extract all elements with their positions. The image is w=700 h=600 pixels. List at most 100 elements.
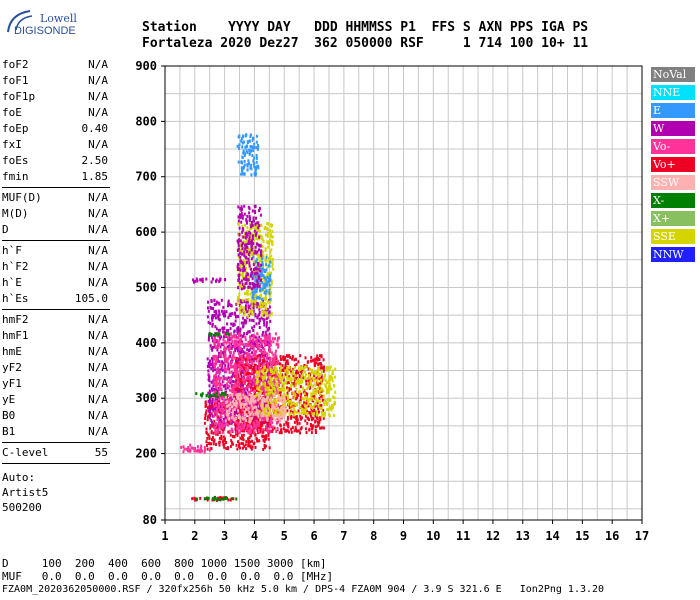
data-point <box>239 446 242 450</box>
data-point <box>248 211 251 215</box>
data-point <box>311 416 314 420</box>
data-point <box>240 137 243 141</box>
data-point <box>258 288 261 292</box>
data-point <box>252 421 255 425</box>
data-point <box>211 348 214 352</box>
data-point <box>244 419 247 422</box>
data-point <box>310 431 313 435</box>
data-point <box>278 388 281 392</box>
data-point <box>247 272 250 276</box>
param-fof1: foF1 N/A <box>2 74 108 88</box>
data-point <box>254 394 257 398</box>
data-point <box>265 259 268 263</box>
data-point <box>254 399 257 403</box>
data-point <box>206 364 209 368</box>
data-point <box>237 286 240 290</box>
data-point <box>249 377 252 381</box>
data-point <box>295 388 298 392</box>
data-point <box>214 325 217 329</box>
data-point <box>255 436 258 440</box>
data-point <box>280 376 283 380</box>
data-point <box>306 421 309 425</box>
data-point <box>286 388 289 392</box>
data-point <box>208 401 211 405</box>
data-point <box>265 404 268 408</box>
data-point <box>210 300 213 303</box>
x-tick-label: 3 <box>221 529 228 543</box>
data-point <box>250 163 253 167</box>
data-point <box>233 363 236 367</box>
data-point <box>235 365 238 369</box>
data-point <box>217 496 220 500</box>
data-point <box>258 364 261 368</box>
data-point <box>243 387 246 391</box>
data-point <box>269 274 272 277</box>
data-point <box>269 370 272 374</box>
param-d: D N/A <box>2 223 108 237</box>
data-point <box>269 367 272 371</box>
data-point <box>254 275 257 279</box>
data-point <box>246 144 249 148</box>
data-point <box>285 359 288 363</box>
data-point <box>250 393 253 397</box>
data-point <box>256 285 259 289</box>
data-point <box>243 418 246 422</box>
data-point <box>236 421 239 425</box>
data-point <box>268 416 271 419</box>
data-point <box>218 338 221 342</box>
data-point <box>308 427 311 431</box>
data-point <box>261 281 264 285</box>
data-point <box>314 428 317 432</box>
data-point <box>218 383 221 387</box>
data-point <box>247 305 250 309</box>
data-point <box>241 247 244 251</box>
data-point <box>260 403 263 407</box>
data-point <box>259 255 262 259</box>
data-point <box>242 151 245 155</box>
data-point <box>277 403 280 407</box>
data-point <box>201 277 204 281</box>
data-point <box>289 379 292 383</box>
data-point <box>320 394 322 398</box>
data-point <box>218 379 221 383</box>
data-point <box>245 408 247 412</box>
data-point <box>309 397 312 401</box>
data-point <box>229 407 232 411</box>
data-point <box>253 425 256 429</box>
data-point <box>252 335 255 339</box>
data-point <box>299 354 302 358</box>
data-point <box>231 391 234 394</box>
data-point <box>291 426 294 430</box>
data-point <box>268 288 271 292</box>
data-point <box>267 222 270 226</box>
x-tick-label: 2 <box>191 529 198 543</box>
data-point <box>265 289 268 293</box>
legend-noval: NoVal <box>651 67 695 82</box>
data-point <box>237 241 240 245</box>
data-point <box>318 358 321 361</box>
data-point <box>279 423 282 427</box>
data-point <box>253 284 256 288</box>
data-point <box>239 377 242 381</box>
data-point <box>234 345 236 349</box>
data-point <box>299 398 302 402</box>
data-point <box>269 398 272 402</box>
data-point <box>261 391 264 395</box>
data-point <box>259 418 262 422</box>
data-point <box>233 372 236 376</box>
data-point <box>259 344 262 348</box>
data-point <box>257 267 260 271</box>
data-point <box>230 336 233 340</box>
data-point <box>312 397 315 401</box>
data-point <box>287 370 290 374</box>
data-point <box>262 408 265 411</box>
data-point <box>296 378 299 381</box>
param-value: N/A <box>88 223 108 236</box>
data-point <box>206 306 209 310</box>
data-point <box>269 430 272 434</box>
data-point <box>255 134 258 138</box>
data-point <box>244 363 247 367</box>
data-point <box>263 291 266 295</box>
data-point <box>242 321 245 325</box>
data-point <box>301 396 304 400</box>
